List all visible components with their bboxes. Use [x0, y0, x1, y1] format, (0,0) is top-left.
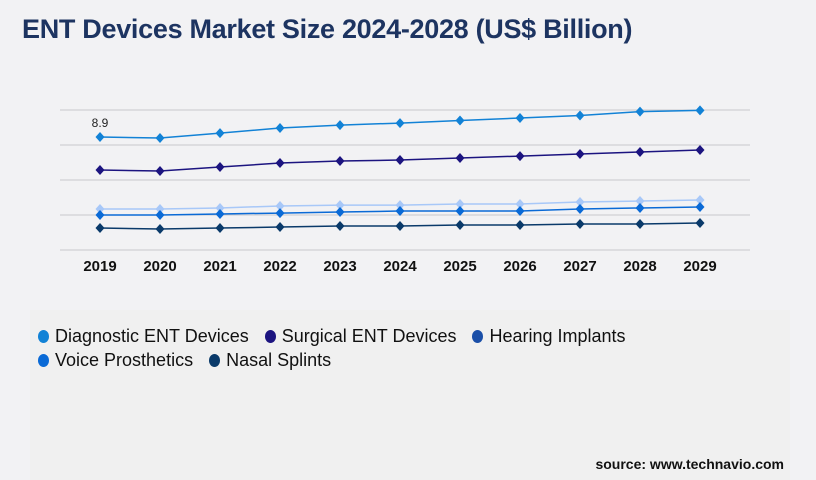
- data-point: [215, 202, 225, 213]
- chart-legend: Diagnostic ENT Devices Surgical ENT Devic…: [38, 324, 678, 372]
- data-point: [515, 199, 525, 210]
- data-point: [635, 196, 645, 207]
- data-point: [455, 206, 465, 217]
- data-point: [395, 200, 405, 211]
- data-point: [455, 115, 465, 126]
- data-label: 8.9: [92, 116, 109, 130]
- legend-label: Voice Prosthetics: [55, 349, 194, 370]
- legend-background: [30, 310, 790, 480]
- data-point: [95, 132, 105, 143]
- data-point: [275, 123, 285, 134]
- data-point: [275, 200, 285, 211]
- x-tick-label: 2025: [443, 258, 476, 275]
- x-tick-label: 2029: [683, 258, 716, 275]
- data-point: [95, 223, 105, 234]
- data-point: [155, 166, 165, 177]
- data-point: [635, 218, 645, 229]
- x-tick-label: 2023: [323, 258, 356, 275]
- legend-label: Nasal Splints: [226, 349, 332, 370]
- legend-item[interactable]: Diagnostic ENT Devices: [38, 324, 249, 348]
- data-point: [695, 217, 705, 228]
- data-point: [575, 218, 585, 229]
- source-note: source: www.technavio.com: [595, 456, 784, 472]
- legend-item[interactable]: Nasal Splints: [209, 348, 331, 372]
- legend-label: Diagnostic ENT Devices: [55, 325, 249, 346]
- legend-marker-icon: [38, 353, 49, 367]
- data-point: [455, 152, 465, 163]
- data-point: [515, 219, 525, 230]
- data-point: [275, 158, 285, 169]
- data-point: [515, 206, 525, 217]
- data-point: [395, 221, 405, 232]
- data-point: [335, 221, 345, 232]
- data-point: [155, 133, 165, 144]
- data-point: [515, 151, 525, 162]
- legend-marker-icon: [472, 329, 484, 343]
- data-point: [155, 209, 165, 220]
- data-point: [95, 165, 105, 176]
- line-chart: 2019 2020 2021 2022 2023 2024 2025 2026 2027 2028…: [60, 105, 750, 275]
- x-tick-label: 2028: [623, 258, 656, 275]
- data-point: [215, 161, 225, 172]
- data-point: [155, 224, 165, 235]
- legend-label: Hearing Implants: [489, 325, 626, 346]
- data-point: [575, 110, 585, 121]
- x-tick-label: 2021: [203, 258, 236, 275]
- data-point: [575, 149, 585, 160]
- x-tick-label: 2022: [263, 258, 296, 275]
- data-point: [215, 223, 225, 234]
- data-point: [695, 105, 705, 116]
- chart-title: ENT Devices Market Size 2024-2028 (US$ B…: [22, 14, 633, 44]
- data-point: [695, 201, 705, 212]
- data-point: [335, 156, 345, 167]
- data-point: [635, 202, 645, 213]
- x-tick-label: 2024: [383, 258, 417, 275]
- data-point: [155, 204, 165, 215]
- data-point: [395, 155, 405, 166]
- data-point: [215, 128, 225, 139]
- data-point: [95, 209, 105, 220]
- data-point: [635, 147, 645, 158]
- data-point: [335, 200, 345, 211]
- legend-item[interactable]: Hearing Implants: [472, 324, 626, 348]
- data-point: [575, 197, 585, 208]
- data-point: [695, 144, 705, 155]
- data-point: [455, 219, 465, 230]
- legend-item[interactable]: Surgical ENT Devices: [264, 324, 457, 348]
- data-point: [335, 207, 345, 218]
- data-point: [635, 106, 645, 117]
- x-tick-label: 2027: [563, 258, 596, 275]
- legend-item[interactable]: Voice Prosthetics: [38, 348, 193, 372]
- data-point: [95, 204, 105, 215]
- data-point: [395, 206, 405, 217]
- legend-marker-icon: [209, 353, 221, 367]
- x-tick-label: 2020: [143, 258, 176, 275]
- legend-marker-icon: [264, 329, 276, 343]
- x-tick-label: 2019: [83, 258, 116, 275]
- data-point: [275, 222, 285, 233]
- data-point: [335, 120, 345, 131]
- legend-marker-icon: [38, 329, 49, 343]
- data-point: [455, 199, 465, 210]
- legend-label: Surgical ENT Devices: [281, 325, 457, 346]
- data-point: [215, 208, 225, 219]
- x-tick-label: 2026: [503, 258, 536, 275]
- data-point: [695, 194, 705, 205]
- data-point: [395, 118, 405, 129]
- data-point: [515, 112, 525, 123]
- data-point: [575, 204, 585, 215]
- data-point: [275, 208, 285, 219]
